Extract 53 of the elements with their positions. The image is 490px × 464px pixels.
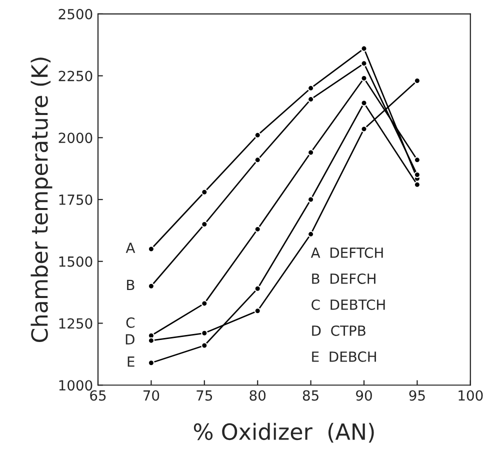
- y-tick-label: 1250: [59, 318, 92, 329]
- x-tick-label: 90: [356, 390, 372, 401]
- point: [148, 337, 154, 344]
- y-tick-label: 2000: [58, 132, 92, 144]
- point: [201, 188, 208, 196]
- x-tick-label: 75: [196, 390, 212, 401]
- series-label: B: [127, 280, 134, 290]
- point: [201, 330, 208, 336]
- point: [308, 230, 314, 238]
- point: [254, 285, 261, 292]
- x-tick-label: 85: [302, 390, 318, 401]
- series-label: D: [126, 334, 134, 344]
- annotation: D CTPB: [312, 325, 366, 336]
- point: [360, 126, 368, 132]
- annotation: B DEFCH: [312, 273, 376, 284]
- point: [414, 156, 420, 164]
- x-tick-label: 70: [144, 390, 160, 401]
- point: [254, 308, 261, 314]
- y-axis-title: Chamber temperature (K): [30, 58, 52, 342]
- point: [201, 342, 208, 349]
- series-label: E: [128, 356, 134, 367]
- point: [148, 246, 154, 252]
- x-tick-label: 65: [90, 390, 106, 401]
- point: [308, 196, 314, 203]
- y-tick-label: 2500: [58, 8, 92, 20]
- annotation: C DEBTCH: [312, 299, 385, 310]
- point: [414, 171, 420, 178]
- point: [308, 84, 314, 92]
- point: [201, 220, 208, 228]
- series-label: A: [126, 242, 136, 253]
- y-tick-label: 1000: [59, 380, 92, 391]
- point: [360, 100, 368, 106]
- y-tick-label: 1500: [59, 256, 92, 267]
- point: [254, 226, 261, 233]
- x-axis-title: % Oxidizer (AN): [194, 422, 374, 443]
- point: [414, 181, 420, 188]
- point: [148, 360, 154, 366]
- y-tick-label: 1750: [59, 194, 92, 205]
- point: [360, 45, 368, 52]
- annotation: A DEFTCH: [310, 247, 383, 258]
- annotation: E DEBCH: [312, 351, 376, 362]
- point: [148, 282, 154, 290]
- point: [254, 156, 261, 164]
- point: [360, 60, 368, 67]
- x-tick-label: 100: [458, 390, 483, 401]
- series-label: C: [126, 317, 134, 328]
- point: [201, 300, 208, 307]
- point: [254, 132, 261, 138]
- point: [308, 149, 314, 156]
- y-tick-label: 2250: [58, 70, 92, 82]
- point: [308, 96, 314, 103]
- x-tick-label: 95: [409, 390, 425, 401]
- x-tick-label: 80: [250, 390, 266, 401]
